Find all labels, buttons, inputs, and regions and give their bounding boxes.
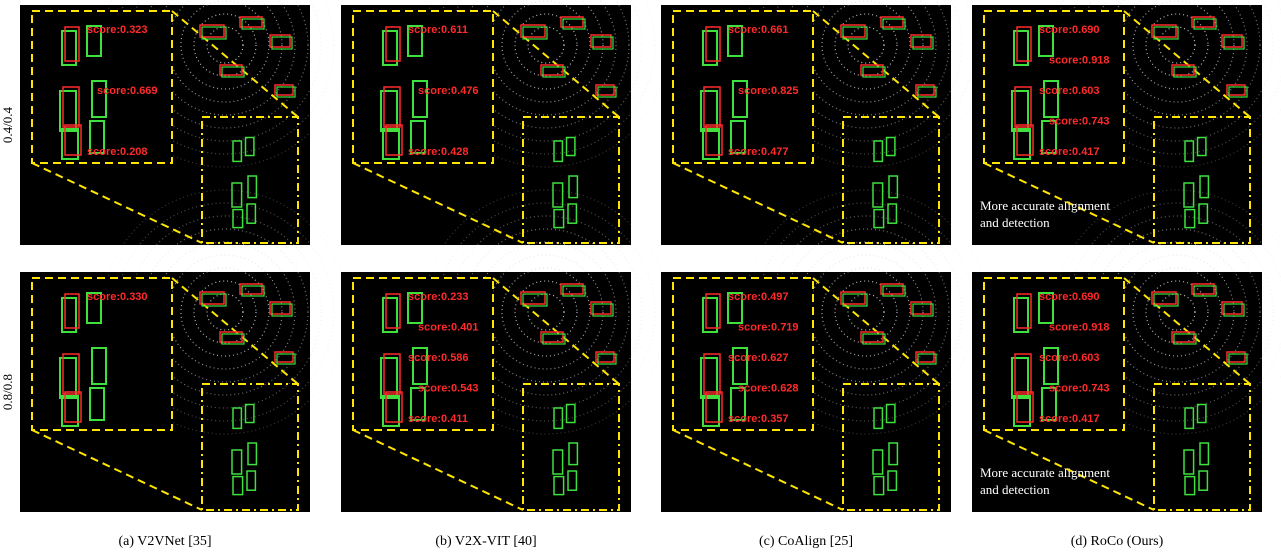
score-label: score:0.743	[1049, 116, 1110, 128]
score-label: score:0.401	[418, 322, 479, 334]
score-label: score:0.543	[418, 383, 479, 395]
annotation: and detection	[980, 215, 1050, 230]
score-label: score:0.825	[738, 85, 799, 97]
annotation: and detection	[980, 482, 1050, 497]
score-label: score:0.918	[1049, 322, 1110, 334]
score-label: score:0.417	[1039, 146, 1100, 158]
score-label: score:0.417	[1039, 413, 1100, 425]
score-label: score:0.611	[408, 24, 468, 36]
score-label: score:0.603	[1039, 352, 1100, 364]
score-label: score:0.719	[738, 322, 799, 334]
score-label: score:0.477	[728, 146, 789, 158]
score-label: score:0.627	[728, 352, 789, 364]
score-label: score:0.586	[408, 352, 469, 364]
annotation: More accurate alignment	[980, 465, 1110, 480]
score-label: score:0.690	[1039, 24, 1100, 36]
score-label: score:0.476	[418, 85, 479, 97]
panel: score:0.661 score:0.825 score:0.477	[661, 0, 988, 245]
score-label: score:0.330	[87, 291, 148, 303]
score-label: score:0.428	[408, 146, 469, 158]
panel: score:0.690 score:0.918 score:0.603 score:0…	[972, 0, 1281, 245]
caption: (c) CoAlign [25]	[759, 534, 853, 549]
score-label: score:0.661	[728, 24, 789, 36]
row-label: 0.4/0.4	[0, 106, 15, 143]
score-label: score:0.208	[87, 146, 148, 158]
row-label: 0.8/0.8	[0, 374, 15, 410]
caption: (b) V2X-VIT [40]	[435, 534, 536, 549]
score-label: score:0.743	[1049, 383, 1110, 395]
score-label: score:0.690	[1039, 291, 1100, 303]
score-label: score:0.411	[408, 413, 468, 425]
caption: (a) V2VNet [35]	[118, 534, 211, 549]
score-label: score:0.497	[728, 291, 789, 303]
score-label: score:0.603	[1039, 85, 1100, 97]
score-label: score:0.918	[1049, 55, 1110, 67]
figure: 0.4/0.4 score:0.323 score:0.669 score:0.208…	[0, 0, 1281, 555]
caption: (d) RoCo (Ours)	[1071, 534, 1164, 549]
score-label: score:0.323	[87, 24, 148, 36]
score-label: score:0.628	[738, 383, 799, 395]
score-label: score:0.669	[97, 85, 158, 97]
score-label: score:0.233	[408, 291, 469, 303]
annotation: More accurate alignment	[980, 198, 1110, 213]
panel: score:0.323 score:0.669 score:0.208	[20, 0, 347, 245]
panel: score:0.611 score:0.476 score:0.428	[341, 0, 668, 245]
score-label: score:0.357	[728, 413, 789, 425]
